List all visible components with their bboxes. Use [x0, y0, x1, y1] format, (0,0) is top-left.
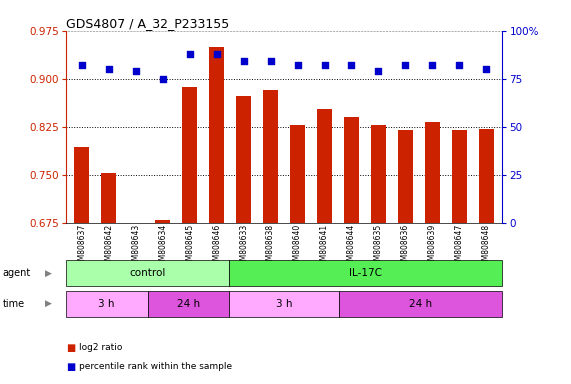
Point	[158, 76, 167, 82]
Text: 24 h: 24 h	[177, 299, 200, 309]
Point	[293, 62, 302, 68]
Text: ■: ■	[66, 362, 75, 372]
Bar	[452, 130, 467, 223]
Bar	[128, 223, 143, 225]
Bar	[371, 126, 386, 223]
Text: 3 h: 3 h	[276, 299, 292, 309]
Text: 3 h: 3 h	[98, 299, 115, 309]
Point	[212, 51, 221, 57]
Text: ▶: ▶	[45, 299, 52, 308]
Bar	[155, 220, 170, 223]
Bar	[425, 122, 440, 223]
Bar	[102, 174, 116, 223]
Bar	[263, 90, 278, 223]
Text: 24 h: 24 h	[409, 299, 432, 309]
Text: time: time	[3, 299, 25, 309]
Point	[320, 62, 329, 68]
Bar	[317, 109, 332, 223]
Point	[374, 68, 383, 74]
Bar	[74, 147, 89, 223]
Bar	[479, 129, 494, 223]
Point	[239, 58, 248, 65]
Point	[131, 68, 140, 74]
Text: log2 ratio: log2 ratio	[79, 343, 122, 352]
Text: percentile rank within the sample: percentile rank within the sample	[79, 362, 232, 371]
Bar	[182, 87, 197, 223]
Point	[401, 62, 410, 68]
Text: ▶: ▶	[45, 268, 52, 278]
Point	[77, 62, 86, 68]
Bar	[209, 47, 224, 223]
Point	[104, 66, 114, 72]
Point	[482, 66, 491, 72]
Text: agent: agent	[3, 268, 31, 278]
Bar	[398, 130, 413, 223]
Bar	[290, 126, 305, 223]
Point	[266, 58, 275, 65]
Text: ■: ■	[66, 343, 75, 353]
Point	[428, 62, 437, 68]
Point	[347, 62, 356, 68]
Point	[185, 51, 194, 57]
Text: control: control	[130, 268, 166, 278]
Text: GDS4807 / A_32_P233155: GDS4807 / A_32_P233155	[66, 17, 229, 30]
Text: IL-17C: IL-17C	[349, 268, 383, 278]
Bar	[344, 117, 359, 223]
Point	[455, 62, 464, 68]
Bar	[236, 96, 251, 223]
